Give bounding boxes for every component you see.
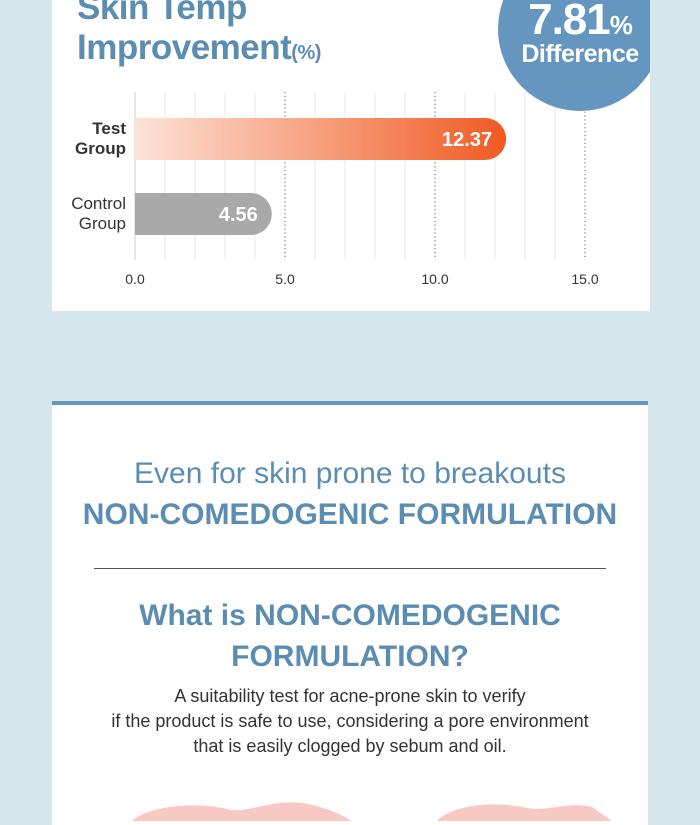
category-label: Group bbox=[75, 139, 126, 158]
desc-line-2: if the product is safe to use, consideri… bbox=[111, 711, 589, 731]
question-title: What is NON-COMEDOGENIC FORMULATION? bbox=[52, 595, 648, 677]
badge-value-line: 7.81% bbox=[498, 0, 650, 47]
skin-layer-shape-right bbox=[437, 804, 612, 821]
chart-title: Skin Temp Improvement(%) bbox=[77, 0, 321, 73]
bar-chart: 0.0 5.0 10.0 15.012.37TestGroup4.56ControlG… bbox=[71, 92, 599, 287]
bar-value-label: 4.56 bbox=[219, 204, 258, 226]
x-tick-label: 5.0 bbox=[275, 271, 295, 287]
difference-badge: 7.81% Difference bbox=[498, 0, 650, 111]
question-line-1: What is NON-COMEDOGENIC bbox=[139, 599, 561, 632]
title-unit: (%) bbox=[291, 42, 321, 64]
title-text: Improvement bbox=[77, 28, 292, 67]
non-comedogenic-card: Even for skin prone to breakouts NON-COM… bbox=[52, 401, 648, 825]
badge-percent: % bbox=[609, 10, 633, 40]
divider bbox=[94, 568, 606, 569]
badge-value: 7.81 bbox=[528, 0, 611, 44]
desc-line-1: A suitability test for acne-prone skin t… bbox=[174, 686, 526, 706]
bar-test-group bbox=[135, 118, 507, 160]
bar-value-label: 12.37 bbox=[442, 129, 492, 151]
category-label: Control bbox=[71, 194, 126, 213]
x-tick-label: 10.0 bbox=[421, 271, 448, 287]
subtitle-breakouts: Even for skin prone to breakouts bbox=[134, 457, 566, 490]
skin-illustration bbox=[132, 802, 612, 821]
category-label: Test bbox=[92, 119, 126, 138]
desc-line-3: that is easily clogged by sebum and oil. bbox=[193, 736, 507, 756]
question-line-2: FORMULATION? bbox=[231, 640, 469, 673]
title-line-2: Improvement(%) bbox=[77, 28, 321, 73]
x-tick-label: 15.0 bbox=[571, 271, 598, 287]
category-label: Group bbox=[79, 214, 126, 233]
badge-label: Difference bbox=[521, 40, 639, 68]
description: A suitability test for acne-prone skin t… bbox=[52, 684, 648, 759]
x-tick-label: 0.0 bbox=[125, 271, 145, 287]
bar-control-group bbox=[135, 193, 272, 235]
title-line-1: Skin Temp bbox=[77, 0, 247, 27]
subtitle-formulation: NON-COMEDOGENIC FORMULATION bbox=[82, 498, 618, 531]
skin-temp-card: Skin Temp Improvement(%) 0.0 5.0 10.0 15.0 1… bbox=[52, 0, 650, 311]
